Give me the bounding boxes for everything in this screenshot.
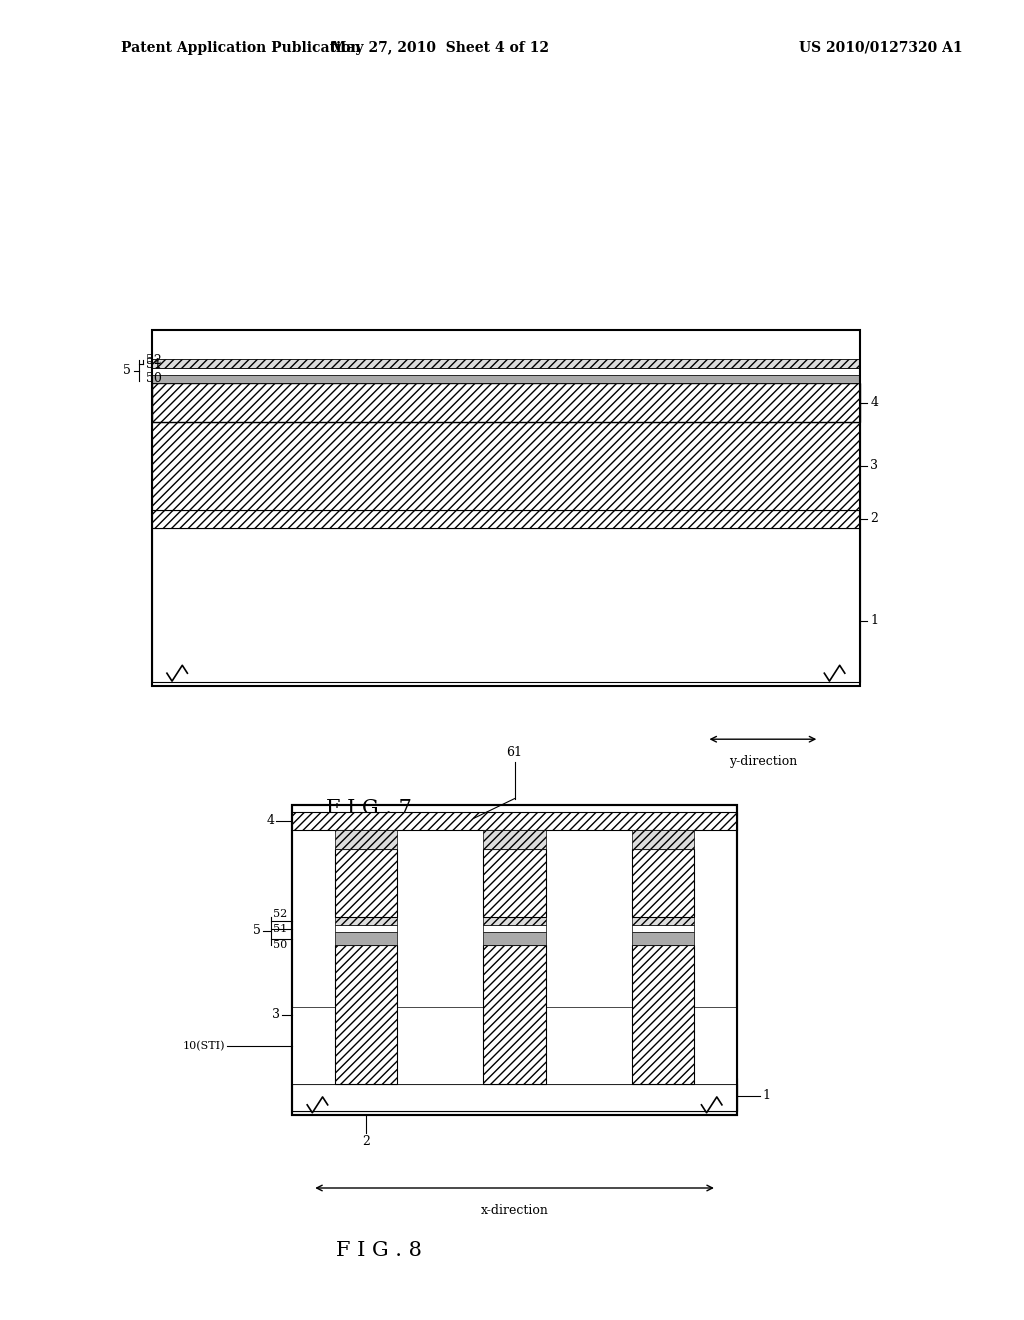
Text: 4: 4: [870, 396, 879, 409]
Bar: [152, 422, 860, 510]
Text: 5: 5: [123, 364, 131, 378]
Bar: [152, 368, 860, 375]
Bar: [483, 945, 546, 1085]
Text: 50: 50: [146, 372, 163, 385]
Bar: [292, 812, 737, 830]
Text: 51: 51: [273, 924, 288, 933]
Bar: [152, 375, 860, 383]
Text: 2: 2: [362, 1135, 370, 1148]
Bar: [152, 510, 860, 528]
Bar: [546, 1007, 632, 1085]
Text: 52: 52: [273, 909, 288, 919]
Bar: [632, 924, 694, 932]
Bar: [335, 830, 397, 849]
Bar: [335, 932, 397, 945]
Bar: [152, 359, 860, 368]
Bar: [483, 917, 546, 924]
Bar: [292, 805, 737, 1115]
Text: x-direction: x-direction: [480, 1204, 549, 1217]
Bar: [292, 1078, 737, 1111]
Text: 50: 50: [273, 940, 288, 950]
Text: 51: 51: [146, 358, 163, 371]
Bar: [632, 917, 694, 924]
Text: 2: 2: [870, 512, 879, 525]
Text: 3: 3: [870, 459, 879, 473]
Text: y-direction: y-direction: [729, 755, 797, 768]
Text: US 2010/0127320 A1: US 2010/0127320 A1: [799, 41, 963, 54]
Bar: [483, 924, 546, 932]
Bar: [335, 849, 397, 917]
Bar: [152, 330, 860, 686]
Bar: [292, 1085, 737, 1111]
Bar: [632, 849, 694, 917]
Bar: [335, 945, 397, 1085]
Text: Patent Application Publication: Patent Application Publication: [121, 41, 360, 54]
Bar: [335, 924, 397, 932]
Text: 3: 3: [271, 1008, 280, 1022]
Text: 52: 52: [146, 354, 162, 367]
Text: 10(STI): 10(STI): [182, 1040, 225, 1051]
Bar: [632, 945, 694, 1085]
Text: May 27, 2010  Sheet 4 of 12: May 27, 2010 Sheet 4 of 12: [332, 41, 549, 54]
Bar: [397, 1007, 483, 1085]
Bar: [694, 1007, 737, 1085]
Bar: [152, 383, 860, 422]
Bar: [483, 849, 546, 917]
Bar: [292, 1007, 335, 1085]
Bar: [632, 830, 694, 849]
Text: F I G . 8: F I G . 8: [336, 1241, 422, 1259]
Bar: [152, 528, 860, 682]
Text: 1: 1: [763, 1089, 771, 1102]
Text: 61: 61: [507, 746, 522, 759]
Text: 4: 4: [266, 814, 274, 828]
Bar: [632, 932, 694, 945]
Text: 1: 1: [870, 614, 879, 627]
Bar: [292, 805, 737, 1115]
Bar: [483, 932, 546, 945]
Bar: [483, 830, 546, 849]
Text: F I G . 7: F I G . 7: [326, 799, 412, 817]
Bar: [335, 917, 397, 924]
Text: 5: 5: [253, 924, 261, 937]
